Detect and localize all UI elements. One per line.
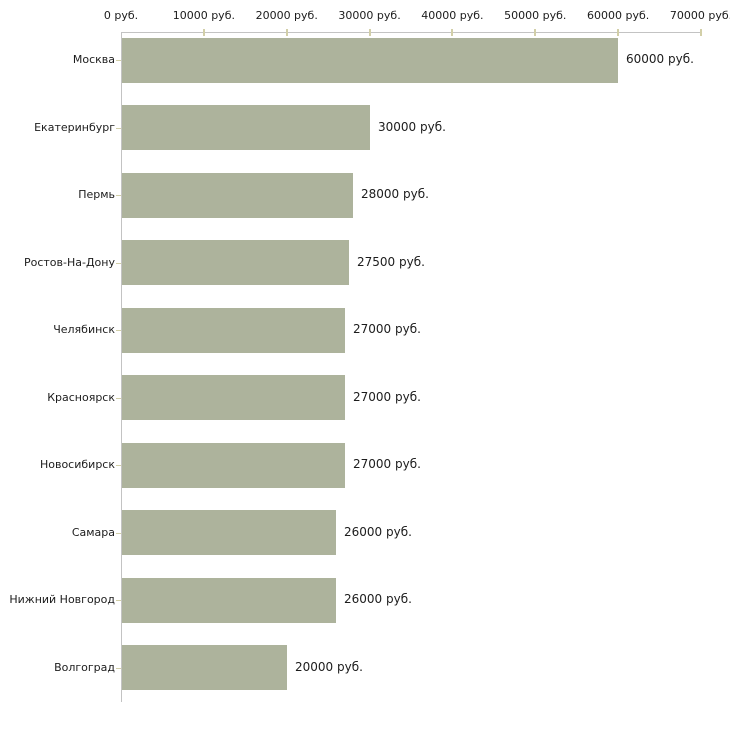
category-label: Красноярск	[47, 390, 115, 404]
value-label: 27500 руб.	[357, 254, 425, 269]
bar	[122, 442, 345, 488]
x-tick-mark	[617, 29, 620, 36]
bar	[122, 37, 618, 83]
value-label: 26000 руб.	[344, 592, 412, 606]
row-tick-mark	[116, 667, 121, 669]
category-label: Волгоград	[54, 660, 115, 674]
category-label: Пермь	[78, 188, 115, 201]
x-tick-mark	[202, 29, 205, 36]
row-tick-mark	[116, 465, 121, 466]
x-tick-mark	[451, 29, 454, 36]
category-label: Москва	[72, 53, 115, 66]
bar	[122, 172, 353, 218]
x-tick-label: 20000 руб.	[255, 9, 318, 22]
row-tick-mark	[116, 532, 121, 534]
category-label: Челябинск	[53, 323, 115, 336]
x-tick-mark	[368, 29, 371, 36]
x-tick-label: 30000 руб.	[338, 9, 401, 22]
value-label: 26000 руб.	[344, 524, 412, 539]
row-tick-mark	[116, 330, 121, 331]
x-tick-mark	[285, 29, 288, 36]
value-label: 60000 руб.	[626, 52, 694, 66]
row-tick-mark	[116, 127, 121, 129]
value-label: 27000 руб.	[353, 322, 421, 336]
value-label: 27000 руб.	[353, 457, 421, 471]
row-tick-mark	[116, 600, 121, 601]
category-label: Нижний Новгород	[9, 593, 115, 606]
x-tick-label: 60000 руб.	[587, 9, 650, 22]
value-label: 20000 руб.	[295, 659, 363, 674]
row-tick-mark	[116, 195, 121, 196]
value-label: 27000 руб.	[353, 389, 421, 404]
bar	[122, 307, 345, 353]
row-tick-mark	[116, 262, 121, 264]
x-tick-label: 50000 руб.	[504, 9, 567, 22]
row-tick-mark	[116, 60, 121, 61]
value-label: 28000 руб.	[361, 187, 429, 201]
x-tick-mark	[700, 29, 702, 36]
bar	[122, 645, 287, 690]
y-axis-line	[121, 32, 122, 702]
bar	[122, 577, 336, 623]
x-tick-label: 70000 руб.	[669, 9, 730, 22]
x-tick-label: 40000 руб.	[421, 9, 484, 22]
x-tick-mark	[534, 29, 537, 36]
bar	[122, 510, 336, 555]
category-label: Екатеринбург	[34, 120, 115, 134]
category-label: Ростов-На-Дону	[23, 255, 115, 269]
bar	[122, 240, 349, 285]
category-label: Самара	[71, 525, 115, 539]
x-axis-line	[121, 32, 702, 33]
value-label: 30000 руб.	[378, 119, 446, 134]
x-tick-label: 10000 руб.	[172, 9, 235, 22]
row-tick-mark	[116, 397, 121, 399]
bar	[122, 105, 370, 150]
bar	[122, 375, 345, 420]
category-label: Новосибирск	[39, 458, 115, 471]
x-tick-label: 0 руб.	[103, 9, 139, 22]
